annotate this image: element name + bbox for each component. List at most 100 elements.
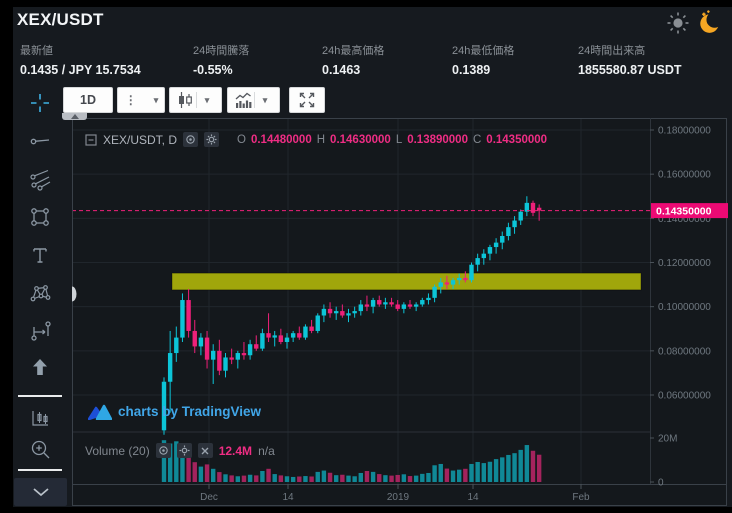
candlestick-style-icon bbox=[178, 92, 192, 108]
open-label: O bbox=[237, 133, 246, 146]
zoom-in-tool[interactable] bbox=[29, 438, 51, 460]
toolbar-divider bbox=[18, 395, 62, 397]
page-title: XEX/USDT bbox=[17, 10, 104, 29]
stat-value: -0.55% bbox=[193, 63, 233, 77]
toolbar-handle[interactable] bbox=[72, 286, 77, 302]
time-axis[interactable] bbox=[72, 484, 727, 506]
svg-text:0: 0 bbox=[658, 478, 664, 489]
chevron-down-icon: ▾ bbox=[153, 94, 159, 105]
xabcd-pattern-tool[interactable] bbox=[29, 282, 51, 304]
price-axis[interactable] bbox=[650, 118, 727, 484]
legend-symbol[interactable]: XEX/USDT, D bbox=[103, 132, 178, 147]
low-label: L bbox=[395, 133, 403, 146]
divider bbox=[195, 92, 197, 108]
indicators-button[interactable]: ▾ bbox=[227, 87, 280, 113]
highlight-band[interactable] bbox=[171, 272, 642, 291]
stat-24h-change: 24時間騰落 -0.55% bbox=[193, 42, 249, 77]
high-label: H bbox=[316, 133, 326, 146]
stat-last-price: 最新値 0.1435 / JPY 15.7534 bbox=[20, 42, 141, 77]
svg-text:Dec: Dec bbox=[200, 492, 218, 503]
dark-theme-moon-icon[interactable] bbox=[696, 9, 723, 36]
volume-value: 12.4M bbox=[218, 443, 253, 458]
svg-text:0.06000000: 0.06000000 bbox=[658, 391, 711, 402]
high-value: 0.14630000 bbox=[330, 133, 391, 146]
chevron-up-icon bbox=[70, 114, 79, 119]
tradingview-attribution[interactable]: charts by TradingView bbox=[88, 402, 261, 420]
open-value: 0.14480000 bbox=[250, 133, 312, 146]
gear-icon[interactable] bbox=[176, 443, 192, 458]
chart-type-button[interactable]: ▾ bbox=[169, 87, 222, 113]
forecast-tool[interactable] bbox=[29, 320, 51, 342]
stat-value: 0.1463 bbox=[322, 63, 361, 77]
interval-label: 1D bbox=[80, 93, 96, 107]
price-axis-labels: 0.18000000 0.16000000 0.14000000 0.12000000… bbox=[650, 126, 711, 489]
pitchfork-tool[interactable] bbox=[29, 169, 51, 191]
price-tag[interactable]: 0.14350000 bbox=[651, 203, 728, 219]
svg-text:0.12000000: 0.12000000 bbox=[658, 258, 711, 269]
text-tool[interactable] bbox=[29, 244, 51, 266]
fullscreen-button[interactable] bbox=[289, 87, 325, 113]
interval-button[interactable]: 1D bbox=[63, 87, 113, 113]
svg-text:0.14350000: 0.14350000 bbox=[656, 205, 712, 217]
expand-arrows-icon bbox=[299, 92, 315, 108]
stat-label: 24h最低価格 bbox=[452, 45, 515, 57]
trend-line-tool[interactable] bbox=[29, 130, 51, 152]
volume-legend: Volume (20) 12.4M n/a bbox=[85, 443, 275, 458]
light-theme-sun-icon[interactable] bbox=[666, 11, 690, 35]
chart-legend: XEX/USDT, D O 0.14480000 H 0.14630000 L … bbox=[85, 132, 547, 147]
stat-label: 24時間騰落 bbox=[193, 45, 250, 57]
stat-value: 0.1435 / JPY 15.7534 bbox=[20, 63, 141, 77]
volume-bars bbox=[161, 440, 542, 482]
crosshair-tool[interactable] bbox=[29, 92, 51, 114]
svg-text:2019: 2019 bbox=[387, 492, 410, 503]
gridlines bbox=[72, 118, 650, 484]
stat-24h-volume: 24時間出来高 1855580.87 USDT bbox=[578, 42, 682, 77]
close-icon[interactable] bbox=[197, 443, 213, 458]
low-value: 0.13890000 bbox=[407, 133, 468, 146]
svg-text:Feb: Feb bbox=[572, 492, 590, 503]
svg-text:20M: 20M bbox=[658, 434, 677, 445]
gear-icon[interactable] bbox=[204, 132, 220, 147]
close-value: 0.14350000 bbox=[486, 133, 548, 146]
collapse-legend-icon[interactable] bbox=[85, 133, 97, 146]
stat-24h-low: 24h最低価格 0.1389 bbox=[452, 42, 514, 77]
eye-icon[interactable] bbox=[183, 132, 199, 147]
divider bbox=[253, 92, 255, 108]
toolbar-divider bbox=[18, 469, 62, 471]
svg-text:14: 14 bbox=[467, 492, 479, 503]
svg-text:14: 14 bbox=[282, 492, 294, 503]
volume-ma-value: n/a bbox=[258, 443, 275, 458]
interval-options-button[interactable]: ⋮ ▾ bbox=[117, 87, 165, 113]
arrow-marker-tool[interactable] bbox=[29, 356, 51, 378]
svg-text:0.10000000: 0.10000000 bbox=[658, 302, 711, 313]
attribution-text: charts by TradingView bbox=[118, 403, 262, 419]
time-axis-labels: Dec 14 2019 14 Feb bbox=[200, 484, 590, 503]
chevron-down-icon bbox=[32, 488, 49, 497]
volume-study-title[interactable]: Volume (20) bbox=[85, 443, 150, 458]
stat-label: 24時間出来高 bbox=[578, 45, 646, 57]
chevron-down-icon: ▾ bbox=[204, 94, 210, 105]
svg-text:0.08000000: 0.08000000 bbox=[658, 346, 711, 357]
candlesticks bbox=[161, 196, 542, 435]
ohlc-readout: O 0.14480000 H 0.14630000 L 0.13890000 C… bbox=[237, 134, 547, 146]
stat-label: 最新値 bbox=[20, 45, 53, 57]
svg-text:0.16000000: 0.16000000 bbox=[658, 170, 711, 181]
stat-label: 24h最高価格 bbox=[322, 45, 385, 57]
tradingview-logo-icon bbox=[88, 404, 112, 420]
collapse-toolbar-button[interactable] bbox=[14, 478, 67, 506]
toolbar-collapse-tab[interactable] bbox=[62, 113, 87, 120]
bar-pattern-tool[interactable] bbox=[29, 407, 51, 429]
stat-value: 0.1389 bbox=[452, 63, 491, 77]
svg-text:0.14000000: 0.14000000 bbox=[658, 214, 711, 225]
stat-value: 1855580.87 USDT bbox=[578, 63, 682, 77]
indicators-icon bbox=[235, 92, 252, 108]
close-label: C bbox=[472, 133, 482, 146]
more-options-icon: ⋮ bbox=[124, 93, 137, 107]
chevron-down-icon: ▾ bbox=[262, 94, 268, 105]
stat-24h-high: 24h最高価格 0.1463 bbox=[322, 42, 384, 77]
svg-text:0.18000000: 0.18000000 bbox=[658, 126, 711, 137]
eye-icon[interactable] bbox=[155, 443, 171, 458]
shapes-tool[interactable] bbox=[29, 206, 51, 228]
widget-border bbox=[72, 118, 727, 506]
